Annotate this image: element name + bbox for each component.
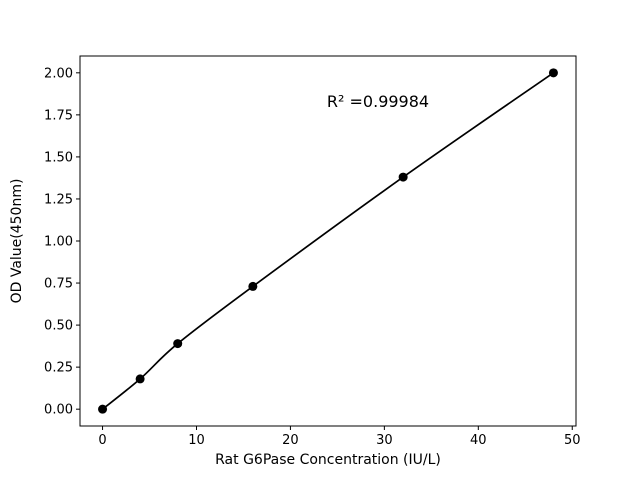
data-point (248, 281, 258, 291)
y-tick-label: 0.50 (44, 319, 73, 334)
x-axis-label: Rat G6Pase Concentration (IU/L) (215, 452, 441, 468)
y-tick-label: 1.00 (44, 235, 73, 250)
data-point (135, 374, 145, 384)
fit-line (102, 72, 554, 410)
data-point (173, 339, 183, 349)
data-point (398, 172, 408, 182)
data-point (98, 404, 108, 414)
y-axis-label: OD Value(450nm) (9, 179, 25, 304)
r-squared-annotation: R² =0.99984 (327, 92, 429, 111)
y-tick-label: 0.75 (44, 277, 73, 292)
axes-spines (79, 55, 577, 427)
y-tick-label: 0.00 (44, 403, 73, 418)
x-tick-label: 20 (282, 433, 299, 448)
x-tick-label: 30 (376, 433, 393, 448)
y-tick-label: 1.25 (44, 192, 73, 207)
x-tick-label: 10 (188, 433, 205, 448)
x-tick-label: 0 (98, 433, 106, 448)
y-tick-label: 2.00 (44, 66, 73, 81)
y-tick-label: 1.50 (44, 150, 73, 165)
x-tick-label: 40 (470, 433, 487, 448)
data-point (548, 68, 558, 78)
x-tick-label: 50 (564, 433, 581, 448)
y-tick-label: 0.25 (44, 361, 73, 376)
y-tick-label: 1.75 (44, 108, 73, 123)
